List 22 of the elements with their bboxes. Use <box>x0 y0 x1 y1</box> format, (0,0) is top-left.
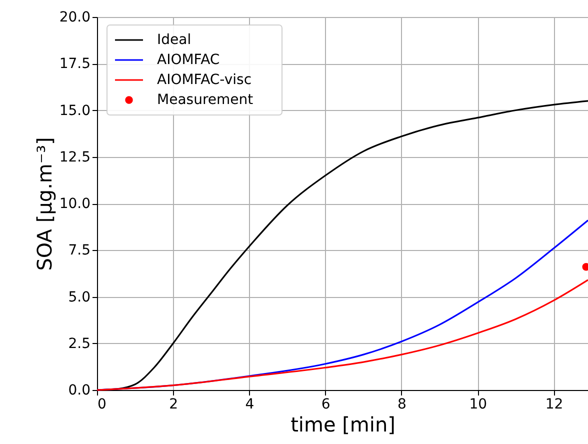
y-tick-label: 12.5 <box>59 149 90 166</box>
y-tick-label: 7.5 <box>68 242 90 259</box>
y-tick-label: 20.0 <box>59 10 90 26</box>
x-tick-label: 8 <box>398 396 406 412</box>
x-tick-label: 12 <box>545 396 564 412</box>
y-tick-label: 5.0 <box>68 289 90 306</box>
legend-label: Ideal <box>157 32 192 48</box>
y-tick-label: 0.0 <box>68 382 90 398</box>
x-tick-label: 0 <box>98 396 106 412</box>
legend-label: AIOMFAC-visc <box>157 72 252 88</box>
x-tick-label: 6 <box>321 396 330 412</box>
x-tick-label: 4 <box>245 396 254 412</box>
y-axis-title: SOA [μg.m⁻³] <box>32 137 56 271</box>
y-tick-label: 2.5 <box>68 336 90 352</box>
y-tick-label: 15.0 <box>59 102 90 119</box>
x-axis-title: time [min] <box>290 412 396 436</box>
legend-label: Measurement <box>157 92 254 108</box>
y-tick-label: 10.0 <box>59 196 90 212</box>
y-tick-label: 17.5 <box>59 56 90 72</box>
x-tick-label: 10 <box>469 396 488 412</box>
x-tick-label: 2 <box>169 396 178 412</box>
legend-label: AIOMFAC <box>157 52 220 68</box>
